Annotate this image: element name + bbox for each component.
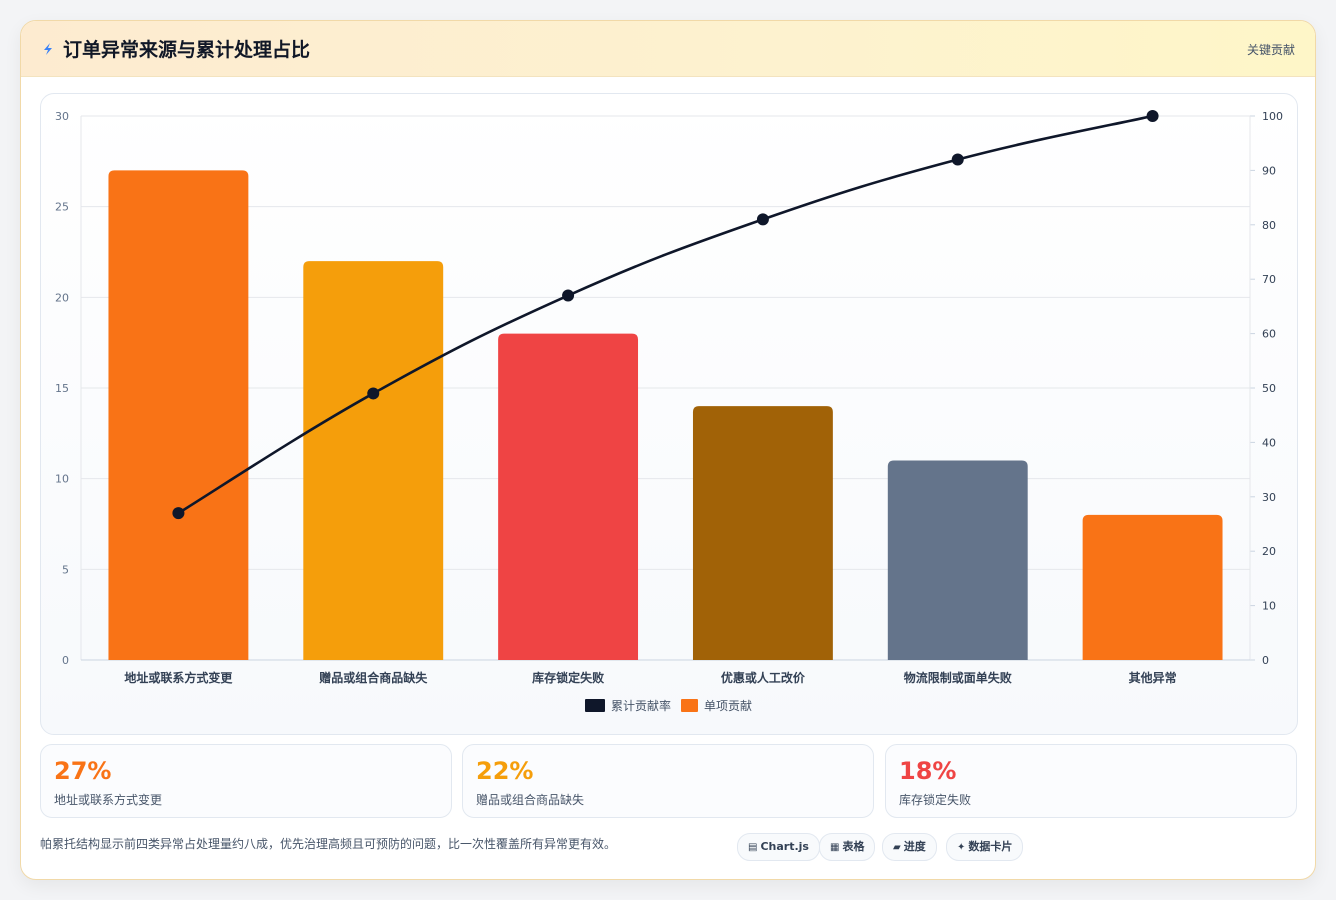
stat-label: 地址或联系方式变更 — [54, 793, 163, 807]
bar-2 — [303, 261, 444, 660]
chip-table[interactable]: ▦ 表格 — [819, 833, 876, 861]
stat-label: 赠品或组合商品缺失 — [476, 793, 585, 807]
x-tick-label: 地址或联系方式变更 — [124, 670, 233, 685]
y-tick-label-left: 25 — [55, 201, 69, 214]
cumulative-point-4 — [756, 213, 769, 226]
chart-card: 订单异常来源与累计处理占比 关键贡献 0 5 10 15 20 25 30 0 10 20 30 40… — [20, 20, 1316, 880]
bar-1 — [108, 170, 249, 660]
chip-chartjs[interactable]: ▤ Chart.js — [737, 833, 820, 861]
x-tick-label: 优惠或人工改价 — [721, 670, 806, 685]
card-header: 订单异常来源与累计处理占比 关键贡献 — [21, 21, 1315, 77]
y-tick-label-right: 50 — [1262, 382, 1276, 395]
pareto-chart: 0 5 10 15 20 25 30 0 10 20 30 40 50 60 70 80 90 100 地址或联系方… — [55, 110, 1283, 713]
y-tick-label-right: 40 — [1262, 436, 1276, 449]
cumulative-point-6 — [1146, 110, 1159, 122]
stat-card-2: 22% 赠品或组合商品缺失 — [462, 744, 874, 818]
stat-card-3: 18% 库存锁定失败 — [885, 744, 1297, 818]
x-tick-label: 赠品或组合商品缺失 — [319, 670, 428, 685]
y-tick-label-left: 20 — [55, 291, 69, 304]
y-tick-label-left: 10 — [55, 473, 69, 486]
table-icon: ▦ — [830, 842, 840, 853]
y-tick-label-right: 0 — [1262, 654, 1269, 667]
chart-title: 订单异常来源与累计处理占比 — [63, 39, 311, 61]
y-tick-label-left: 0 — [62, 654, 69, 667]
sparkle-icon: ✦ — [957, 842, 966, 853]
x-tick-label: 库存锁定失败 — [532, 670, 604, 685]
y-tick-label-right: 100 — [1262, 110, 1283, 123]
summary-note: 帕累托结构显示前四类异常占处理量约八成，优先治理高频且可预防的问题，比一次性覆盖… — [40, 837, 617, 851]
chip-progress[interactable]: ▰ 进度 — [882, 833, 937, 861]
cumulative-point-3 — [562, 289, 575, 302]
chart-panel: 0 5 10 15 20 25 30 0 10 20 30 40 50 60 70 80 90 100 地址或联系方… — [40, 93, 1298, 735]
y-tick-label-right: 20 — [1262, 545, 1276, 558]
bar-3 — [498, 333, 639, 660]
y-tick-label-right: 60 — [1262, 328, 1276, 341]
stat-value: 18% — [899, 757, 957, 785]
chip-data-card[interactable]: ✦ 数据卡片 — [946, 833, 1024, 861]
cumulative-point-1 — [172, 507, 185, 520]
y-tick-label-right: 10 — [1262, 600, 1276, 613]
cumulative-line — [177, 114, 1153, 515]
y-tick-label-right: 80 — [1262, 219, 1276, 232]
x-tick-label: 其他异常 — [1129, 670, 1177, 685]
cumulative-point-5 — [951, 153, 964, 166]
legend-label-single: 单项贡献 — [704, 698, 752, 713]
legend-swatch-single — [681, 699, 698, 712]
stat-value: 27% — [54, 757, 112, 785]
legend-label-cumulative: 累计贡献率 — [611, 698, 671, 713]
y-tick-label-left: 5 — [62, 563, 69, 576]
legend-swatch-cumulative — [585, 699, 605, 712]
progress-icon: ▰ — [893, 842, 901, 853]
y-tick-label-left: 15 — [55, 382, 69, 395]
y-tick-label-right: 30 — [1262, 491, 1276, 504]
lightning-icon — [44, 43, 52, 55]
cumulative-point-2 — [367, 387, 380, 400]
chip-label: 进度 — [903, 840, 926, 853]
stat-value: 22% — [476, 757, 534, 785]
y-tick-label-right: 70 — [1262, 273, 1276, 286]
chip-label: 数据卡片 — [968, 840, 1013, 853]
y-tick-label-left: 30 — [55, 110, 69, 123]
stat-label: 库存锁定失败 — [899, 793, 972, 807]
bar-4 — [692, 406, 833, 660]
bar-6 — [1082, 514, 1223, 660]
header-tag: 关键贡献 — [1246, 43, 1295, 57]
stat-card-1: 27% 地址或联系方式变更 — [40, 744, 452, 818]
chart-icon: ▤ — [748, 842, 758, 853]
chip-label: Chart.js — [760, 840, 809, 853]
x-tick-label: 物流限制或面单失败 — [904, 670, 1012, 685]
y-tick-label-right: 90 — [1262, 164, 1276, 177]
bar-5 — [887, 460, 1028, 660]
chip-label: 表格 — [842, 840, 865, 853]
